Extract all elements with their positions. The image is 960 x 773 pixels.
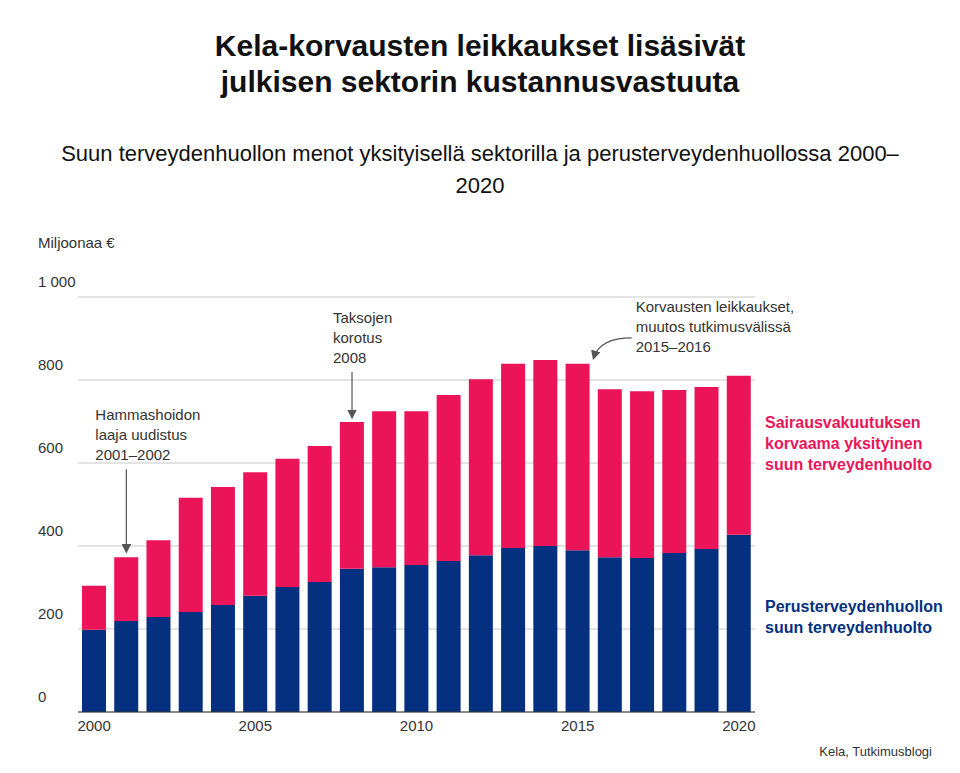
html-text:Kela, Tutkimusblogi: Kela, Tutkimusblogi (819, 744, 932, 759)
svg-text:2000: 2000 (77, 717, 110, 734)
html-text:2008: 2008 (333, 348, 367, 366)
svg-text:2005: 2005 (239, 717, 272, 734)
svg-text:1 000: 1 000 (38, 273, 76, 290)
html-text:Korvausten leikkaukset,: Korvausten leikkaukset, (635, 297, 795, 315)
svg-text:400: 400 (38, 522, 63, 539)
html-text:Hammashoidon: Hammashoidon (95, 406, 201, 424)
html-text:Perusterveydenhuollon suun ter: Perusterveydenhuollon suun terveydenhuol… (765, 598, 943, 636)
html-text:Kela-korvausten leikkaukset li: Kela-korvausten leikkaukset lisäsivät ju… (214, 29, 746, 98)
html-text:2001–2002: 2001–2002 (95, 446, 171, 464)
svg-text:800: 800 (38, 356, 63, 373)
html-text:Miljoonaa €: Miljoonaa € (38, 234, 115, 251)
html-text:korotus: korotus (333, 328, 383, 346)
html-text:Sairausvakuutuksen korvaama yk: Sairausvakuutuksen korvaama yksityinen s… (765, 414, 933, 473)
html-text:muutos tutkimusvälissä: muutos tutkimusvälissä (635, 317, 791, 335)
svg-text:0: 0 (38, 688, 46, 705)
html-text:laaja uudistus: laaja uudistus (95, 426, 188, 444)
svg-text:2015: 2015 (561, 717, 594, 734)
html-text:2015–2016: 2015–2016 (635, 337, 711, 355)
svg-text:2010: 2010 (400, 717, 433, 734)
svg-text:2020: 2020 (722, 717, 755, 734)
svg-text:200: 200 (38, 605, 63, 622)
html-text:Taksojen: Taksojen (333, 308, 393, 326)
svg-text:600: 600 (38, 439, 63, 456)
html-text:Suun terveydenhuollon menot yk: Suun terveydenhuollon menot yksityisellä… (61, 141, 899, 198)
